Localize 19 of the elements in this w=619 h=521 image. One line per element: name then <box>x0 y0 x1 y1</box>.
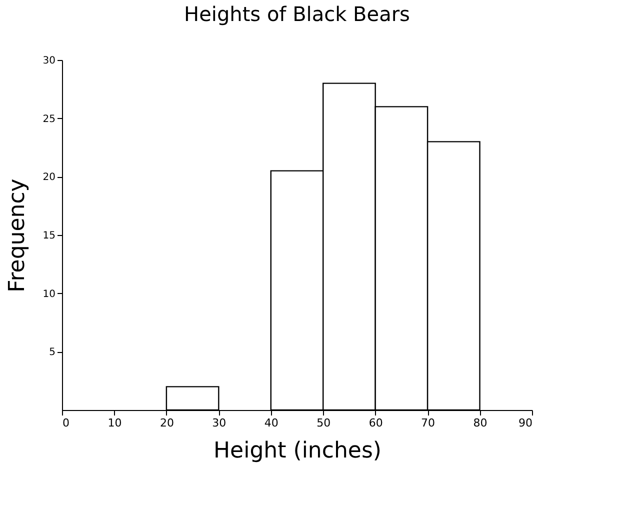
x-axis-title: Height (inches) <box>214 438 382 464</box>
x-tick-label: 60 <box>368 416 383 430</box>
x-tick-label: 70 <box>421 416 436 430</box>
x-tick-label: 40 <box>264 416 278 430</box>
x-tick-label: 50 <box>316 416 331 430</box>
y-tick-label: 10 <box>42 288 56 300</box>
x-tick-label: 20 <box>160 416 174 430</box>
y-tick-label: 30 <box>42 56 56 66</box>
y-axis-title: Frequency <box>4 178 30 292</box>
y-tick-label: 5 <box>49 347 56 358</box>
x-tick-label: 90 <box>518 416 532 430</box>
chart-title: Heights of Black Bears <box>184 2 410 26</box>
x-tick-label: 30 <box>212 416 226 430</box>
y-tick-label: 15 <box>42 230 56 242</box>
y-tick-label: 25 <box>42 114 56 125</box>
x-tick-label: 10 <box>108 416 122 430</box>
y-tick-label: 20 <box>42 172 56 184</box>
x-tick-label: 0 <box>62 416 70 430</box>
x-tick-label: 80 <box>473 416 488 430</box>
